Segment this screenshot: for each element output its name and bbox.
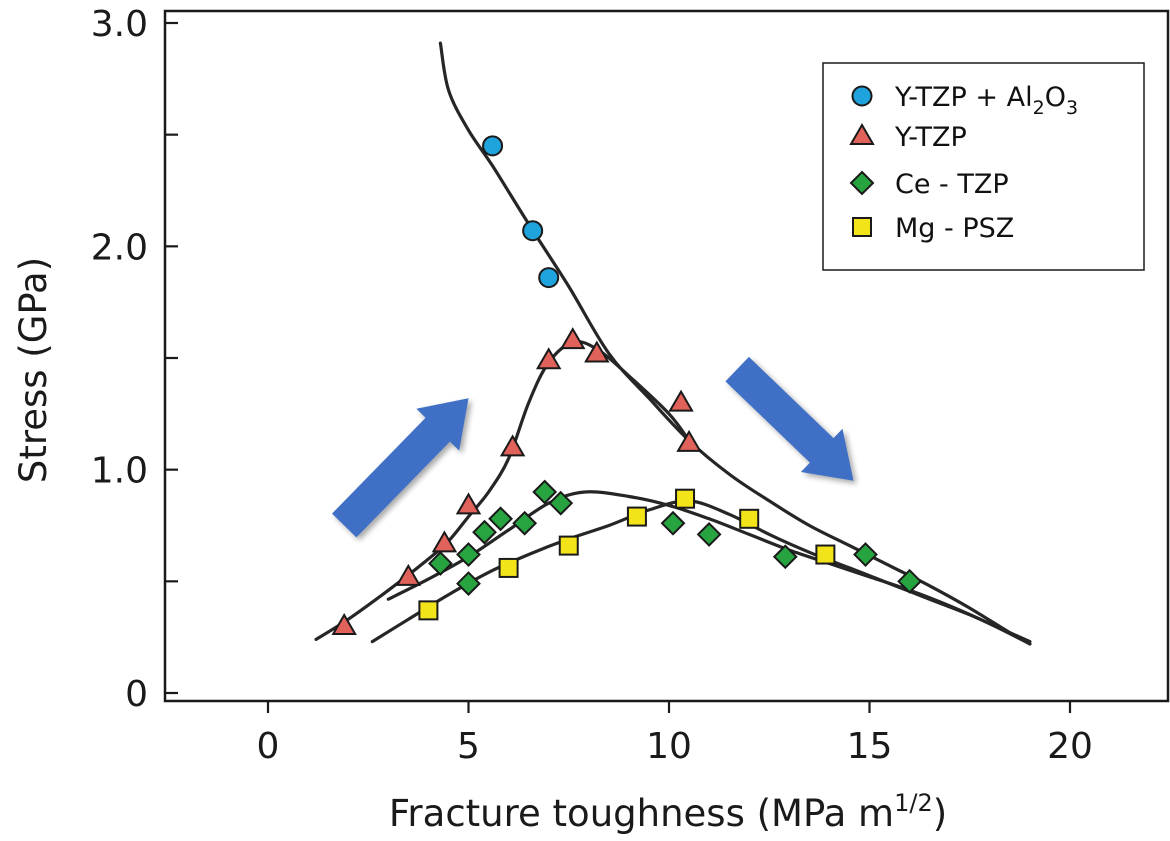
x-axis-ticks: 0 5 10 15 20 — [257, 701, 1093, 767]
y-axis-title: Stress (GPa) — [12, 257, 55, 483]
mg-psz-point — [739, 508, 760, 529]
legend-marker-ce-tzp — [849, 170, 875, 196]
legend-label-mg-psz: Mg - PSZ — [895, 213, 1014, 244]
mg-psz-curve — [370, 499, 1032, 644]
legend: Y-TZP + Al2O3 Y-TZP Ce - TZP Mg - PSZ — [822, 62, 1145, 271]
mg-psz-point — [815, 544, 836, 565]
ce-tzp-point — [660, 510, 686, 536]
y-tzp-al2o3-point — [538, 267, 560, 289]
x-tick-label: 15 — [847, 726, 893, 767]
mg-psz-point — [626, 506, 647, 527]
trend-arrows — [332, 356, 854, 538]
ce-tzp-point — [548, 490, 574, 516]
y-tzp-point — [395, 563, 422, 586]
x-tick-label: 20 — [1047, 726, 1093, 767]
y-tick-label: 2.0 — [91, 227, 148, 268]
legend-label-ce-tzp: Ce - TZP — [895, 169, 1009, 200]
y-tzp-point — [584, 340, 610, 363]
legend-label-y-tzp: Y-TZP — [894, 122, 967, 153]
legend-marker-y-tzp — [849, 123, 875, 145]
ce-tzp-point — [456, 571, 481, 596]
ce-tzp-point — [897, 568, 923, 594]
y-tzp-point — [668, 389, 694, 412]
y-tzp-point — [499, 434, 526, 457]
y-tick-label: 0 — [125, 674, 148, 715]
rising-trend-arrow — [332, 398, 469, 538]
ce-tzp-point — [428, 551, 453, 576]
ce-tzp-point — [696, 522, 722, 547]
x-tick-label: 10 — [646, 726, 692, 767]
falling-trend-arrow — [725, 356, 854, 481]
ce-tzp-point — [456, 542, 481, 567]
y-tzp-point — [535, 347, 562, 370]
data-points — [331, 135, 923, 635]
x-tick-label: 5 — [457, 726, 480, 767]
y-tzp-point — [431, 530, 458, 553]
legend-box — [822, 62, 1145, 271]
y-tzp-al2o3-point — [522, 220, 544, 242]
y-tzp-point — [331, 613, 357, 635]
x-axis-title: Fracture toughness (MPa m1/2) — [389, 789, 947, 835]
y-tzp-al2o3-curve — [438, 41, 1032, 646]
y-tzp-point — [560, 327, 586, 350]
ce-tzp-point — [472, 519, 497, 545]
ce-tzp-point — [488, 506, 513, 532]
ce-tzp-point — [853, 542, 878, 567]
plot-frame — [163, 9, 1170, 703]
y-tzp-point — [455, 492, 482, 515]
mg-psz-point — [498, 557, 519, 578]
mg-psz-point — [675, 488, 696, 509]
legend-marker-mg-psz — [852, 217, 872, 237]
ce-tzp-curve — [386, 490, 1032, 646]
ce-tzp-point — [772, 544, 798, 570]
y-axis-ticks: 0 1.0 2.0 3.0 — [91, 4, 178, 715]
mg-psz-point — [418, 600, 439, 621]
ce-tzp-point — [532, 479, 558, 505]
legend-marker-y-tzp-al2o3 — [851, 85, 873, 107]
ce-tzp-point — [512, 510, 538, 536]
y-tick-label: 3.0 — [91, 4, 148, 45]
legend-markers — [849, 85, 875, 237]
y-tick-label: 1.0 — [91, 451, 148, 492]
legend-label-y-tzp-al2o3: Y-TZP + Al2O3 — [894, 82, 1078, 119]
mg-psz-point — [558, 535, 579, 556]
y-tzp-point — [676, 429, 702, 452]
y-tzp-al2o3-point — [482, 135, 504, 157]
x-tick-label: 0 — [257, 726, 280, 767]
